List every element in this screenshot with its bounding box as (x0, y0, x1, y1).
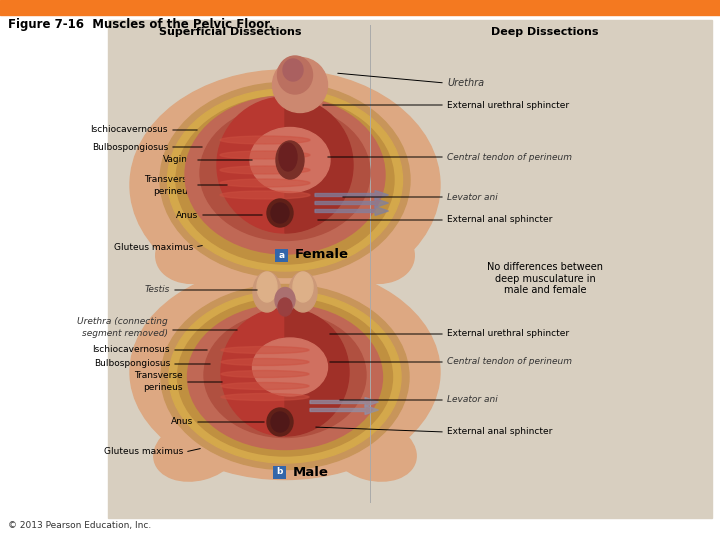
Ellipse shape (275, 287, 295, 313)
Ellipse shape (279, 143, 297, 171)
Text: Central tendon of perineum: Central tendon of perineum (447, 152, 572, 161)
Text: Ischiocavernosus: Ischiocavernosus (92, 346, 170, 354)
Ellipse shape (221, 359, 309, 366)
FancyArrow shape (310, 406, 379, 415)
Text: Vagina: Vagina (163, 156, 193, 165)
Text: Levator ani: Levator ani (447, 192, 498, 201)
Ellipse shape (271, 412, 289, 432)
Ellipse shape (221, 347, 309, 354)
Wedge shape (285, 308, 349, 436)
Ellipse shape (325, 217, 414, 284)
Text: Figure 7-16  Muscles of the Pelvic Floor.: Figure 7-16 Muscles of the Pelvic Floor. (8, 18, 273, 31)
Ellipse shape (276, 141, 304, 179)
Ellipse shape (253, 272, 281, 312)
Ellipse shape (221, 324, 349, 424)
Ellipse shape (330, 419, 416, 481)
Text: © 2013 Pearson Education, Inc.: © 2013 Pearson Education, Inc. (8, 521, 151, 530)
Text: Male: Male (293, 465, 329, 478)
Text: Ischiocavernosus: Ischiocavernosus (91, 125, 168, 134)
FancyArrow shape (315, 199, 389, 207)
Text: External anal sphincter: External anal sphincter (447, 428, 552, 436)
Ellipse shape (271, 203, 289, 223)
Ellipse shape (156, 217, 244, 284)
Ellipse shape (200, 105, 370, 240)
Ellipse shape (168, 89, 402, 271)
Wedge shape (285, 97, 353, 233)
Text: segment removed): segment removed) (82, 329, 168, 339)
Ellipse shape (220, 179, 310, 187)
Ellipse shape (253, 338, 328, 396)
Ellipse shape (178, 298, 392, 456)
Ellipse shape (169, 291, 401, 463)
Ellipse shape (161, 285, 409, 469)
Text: Gluteus maximus: Gluteus maximus (104, 448, 183, 456)
Text: Urethra: Urethra (447, 78, 484, 88)
Text: b: b (276, 468, 283, 476)
Ellipse shape (277, 56, 312, 94)
Text: Bulbospongiosus: Bulbospongiosus (94, 360, 170, 368)
Bar (0, 0, 720, 15)
Ellipse shape (130, 70, 440, 300)
Ellipse shape (257, 272, 277, 302)
Text: External urethral sphincter: External urethral sphincter (447, 100, 569, 110)
Text: Deep Dissections: Deep Dissections (491, 27, 599, 37)
Ellipse shape (220, 166, 310, 174)
Text: Female: Female (295, 248, 349, 261)
Ellipse shape (272, 57, 328, 112)
Wedge shape (221, 308, 285, 436)
FancyArrow shape (310, 397, 379, 407)
Text: Superficial Dissections: Superficial Dissections (158, 27, 301, 37)
Ellipse shape (278, 298, 292, 316)
Ellipse shape (289, 272, 317, 312)
Ellipse shape (217, 116, 353, 224)
Ellipse shape (185, 96, 385, 254)
Ellipse shape (176, 96, 394, 264)
FancyBboxPatch shape (273, 466, 286, 479)
Ellipse shape (267, 199, 293, 227)
Text: Gluteus maximus: Gluteus maximus (114, 242, 193, 252)
Text: a: a (279, 251, 284, 260)
Ellipse shape (220, 136, 310, 144)
Wedge shape (217, 97, 285, 233)
Text: Urethra (connecting: Urethra (connecting (77, 318, 168, 327)
Text: perineus: perineus (153, 186, 193, 195)
Ellipse shape (250, 127, 330, 192)
Ellipse shape (160, 83, 410, 278)
FancyBboxPatch shape (275, 249, 288, 262)
Ellipse shape (154, 419, 240, 481)
Text: No differences between
deep musculature in
male and female: No differences between deep musculature … (487, 262, 603, 295)
Text: Levator ani: Levator ani (447, 395, 498, 404)
Text: Anus: Anus (176, 211, 198, 219)
Text: Anus: Anus (171, 417, 193, 427)
Text: Central tendon of perineum: Central tendon of perineum (447, 357, 572, 367)
Text: External anal sphincter: External anal sphincter (447, 215, 552, 225)
Text: External urethral sphincter: External urethral sphincter (447, 329, 569, 339)
Text: Bulbospongiosus: Bulbospongiosus (91, 143, 168, 152)
Ellipse shape (293, 272, 313, 302)
Text: perineus: perineus (143, 383, 183, 393)
Ellipse shape (221, 394, 309, 401)
Ellipse shape (283, 59, 303, 81)
Text: Testis: Testis (145, 286, 170, 294)
Ellipse shape (267, 408, 293, 436)
Text: Transverse: Transverse (135, 372, 183, 381)
Bar (108, 20, 712, 518)
Ellipse shape (187, 305, 382, 449)
Ellipse shape (130, 265, 440, 480)
FancyArrow shape (315, 191, 389, 199)
FancyArrow shape (315, 206, 389, 215)
Ellipse shape (221, 370, 309, 377)
Text: Transverse: Transverse (145, 174, 193, 184)
Ellipse shape (220, 151, 310, 159)
Ellipse shape (221, 382, 309, 389)
Ellipse shape (220, 191, 310, 199)
Ellipse shape (204, 313, 366, 437)
